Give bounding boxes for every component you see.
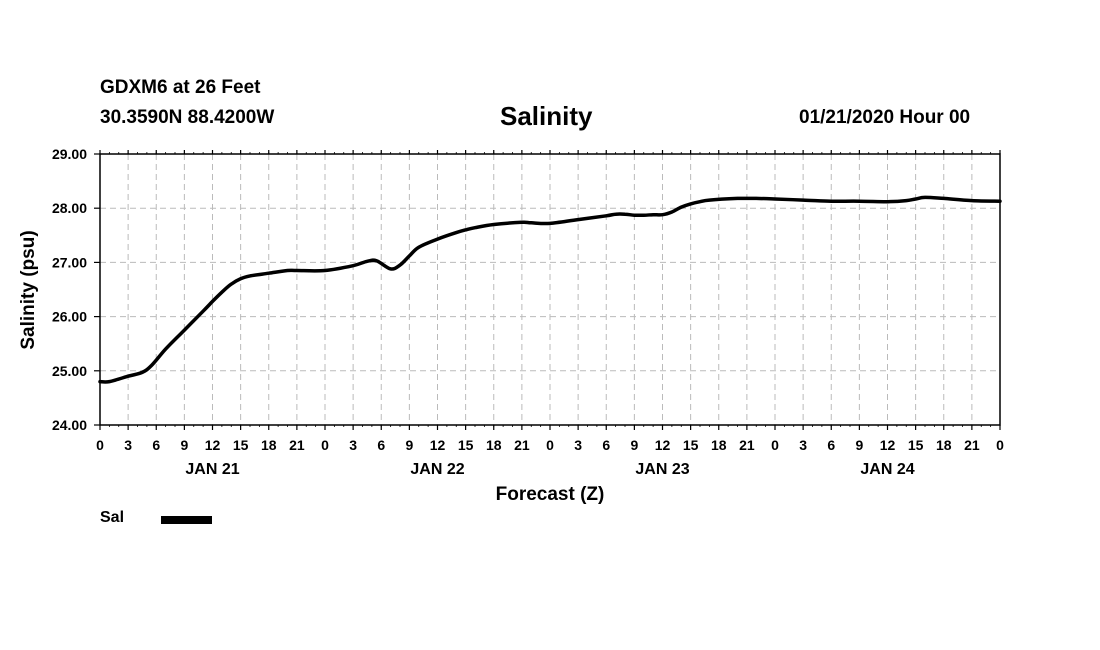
x-tick-label: 3	[574, 437, 582, 453]
x-tick-label: 0	[771, 437, 779, 453]
x-tick-label: 21	[739, 437, 755, 453]
x-tick-label: 18	[486, 437, 502, 453]
x-tick-label: 12	[205, 437, 221, 453]
x-tick-label: 6	[377, 437, 385, 453]
x-tick-label: 12	[655, 437, 671, 453]
salinity-series-line	[98, 195, 1002, 384]
x-tick-label: 9	[180, 437, 188, 453]
x-tick-label: 21	[514, 437, 530, 453]
y-tick-label: 28.00	[52, 200, 87, 216]
y-tick-label: 24.00	[52, 417, 87, 433]
x-tick-label: 0	[546, 437, 554, 453]
x-tick-label: 6	[152, 437, 160, 453]
x-tick-label: 18	[261, 437, 277, 453]
day-labels: JAN 21 JAN 22 JAN 23 JAN 24	[185, 461, 914, 478]
x-tick-label: 21	[289, 437, 305, 453]
x-tick-label: 15	[908, 437, 924, 453]
x-tick-label: 0	[321, 437, 329, 453]
x-tick-label: 18	[711, 437, 727, 453]
chart-title: Salinity	[500, 101, 593, 131]
x-tick-label: 3	[124, 437, 132, 453]
x-tick-label: 21	[964, 437, 980, 453]
x-tick-label: 18	[936, 437, 952, 453]
x-tick-label: 12	[430, 437, 446, 453]
y-tick-label: 26.00	[52, 309, 87, 325]
legend-swatch	[161, 516, 212, 524]
x-tick-label: 12	[880, 437, 896, 453]
x-tick-label: 6	[602, 437, 610, 453]
y-tick-label: 27.00	[52, 254, 87, 270]
station-label: GDXM6 at 26 Feet	[100, 77, 261, 98]
x-tick-label: 15	[233, 437, 249, 453]
y-tick-label: 25.00	[52, 363, 87, 379]
legend-label: Sal	[100, 509, 125, 526]
day-label: JAN 23	[635, 461, 689, 478]
location-label: 30.3590N 88.4200W	[100, 107, 275, 128]
y-tick-label: 29.00	[52, 146, 87, 162]
x-tick-label: 15	[458, 437, 474, 453]
x-tick-label: 0	[96, 437, 104, 453]
x-tick-label: 15	[683, 437, 699, 453]
x-tick-label: 9	[855, 437, 863, 453]
day-label: JAN 21	[185, 461, 239, 478]
x-tick-label: 9	[405, 437, 413, 453]
x-axis-label: Forecast (Z)	[496, 484, 605, 505]
day-label: JAN 22	[410, 461, 464, 478]
day-label: JAN 24	[860, 461, 914, 478]
forecast-datetime: 01/21/2020 Hour 00	[799, 107, 971, 128]
x-axis-ticks: 0 3 6 9 12 15 18 21 0 3 6 9 12 15 18 21 0 3 6 9 12 15 18 21 0 3 6 9…	[96, 150, 1004, 453]
y-axis-label: Salinity (psu)	[18, 230, 39, 349]
grid-lines	[100, 154, 1000, 425]
y-axis-ticks: 24.00 25.00 26.00 27.00 28.00 29.00	[52, 146, 100, 433]
x-tick-label: 3	[799, 437, 807, 453]
x-tick-label: 3	[349, 437, 357, 453]
x-tick-label: 0	[996, 437, 1004, 453]
plot-frame	[99, 153, 1001, 426]
x-tick-label: 6	[827, 437, 835, 453]
x-tick-label: 9	[630, 437, 638, 453]
